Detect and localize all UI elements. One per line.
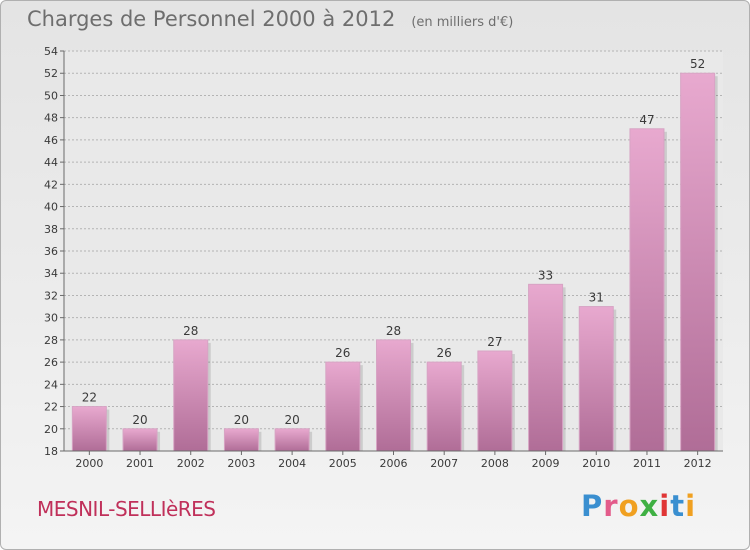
y-tick-label: 42 xyxy=(44,178,58,191)
y-tick-label: 36 xyxy=(44,245,58,258)
bar-value-label: 22 xyxy=(82,391,97,405)
bar xyxy=(477,350,513,452)
bar xyxy=(629,128,665,452)
bar-value-label: 20 xyxy=(234,413,249,427)
bar-value-label: 28 xyxy=(386,324,401,338)
x-tick-label: 2009 xyxy=(532,457,560,470)
y-tick-label: 52 xyxy=(44,67,58,80)
y-tick-label: 50 xyxy=(44,89,58,102)
x-tick-label: 2007 xyxy=(430,457,458,470)
y-tick-label: 34 xyxy=(44,267,58,280)
x-tick-label: 2004 xyxy=(278,457,306,470)
chart-title-text: Charges de Personnel 2000 à 2012 xyxy=(27,7,396,31)
logo-letter: o xyxy=(618,489,640,523)
y-tick-label: 24 xyxy=(44,378,58,391)
bar-value-label: 28 xyxy=(183,324,198,338)
bar xyxy=(426,361,462,452)
bar xyxy=(680,72,716,452)
bar-value-label: 26 xyxy=(335,346,350,360)
y-tick-label: 26 xyxy=(44,356,58,369)
bar xyxy=(71,406,107,452)
bar xyxy=(325,361,361,452)
bar xyxy=(122,428,158,452)
x-tick-label: 2006 xyxy=(380,457,408,470)
y-tick-label: 28 xyxy=(44,334,58,347)
x-tick-label: 2003 xyxy=(227,457,255,470)
x-tick-label: 2010 xyxy=(582,457,610,470)
x-tick-label: 2011 xyxy=(633,457,661,470)
y-tick-label: 20 xyxy=(44,423,58,436)
bar xyxy=(578,306,614,452)
bar xyxy=(274,428,310,452)
logo-letter: i xyxy=(659,489,671,523)
bar-value-label: 20 xyxy=(284,413,299,427)
y-tick-label: 48 xyxy=(44,112,58,125)
y-tick-label: 38 xyxy=(44,223,58,236)
logo-letter: i xyxy=(685,489,697,523)
chart-title: Charges de Personnel 2000 à 2012 (en mill… xyxy=(27,7,513,31)
y-tick-label: 32 xyxy=(44,289,58,302)
logo-letter: r xyxy=(603,489,619,523)
y-tick-label: 46 xyxy=(44,134,58,147)
place-name: MESNIL-SELLIèRES xyxy=(37,497,216,521)
bar-value-label: 52 xyxy=(690,57,705,71)
x-tick-label: 2008 xyxy=(481,457,509,470)
proxiti-logo[interactable]: Proxiti xyxy=(581,489,696,523)
bar-layer xyxy=(71,72,718,452)
x-tick-label: 2001 xyxy=(126,457,154,470)
bar-value-label: 47 xyxy=(639,113,654,127)
bar xyxy=(376,339,411,452)
logo-letter: P xyxy=(581,489,604,523)
y-tick-label: 40 xyxy=(44,201,58,214)
chart-unit: (en milliers d'€) xyxy=(411,15,514,30)
x-tick-label: 2012 xyxy=(684,457,712,470)
logo-letter: t xyxy=(670,489,686,523)
logo-letter: x xyxy=(639,489,660,523)
x-tick-label: 2000 xyxy=(75,457,103,470)
bar-value-label: 31 xyxy=(589,291,604,305)
y-tick-label: 22 xyxy=(44,401,58,414)
y-tick-label: 54 xyxy=(44,45,58,58)
bar xyxy=(223,428,259,452)
axis-layer: 18 20 22 24 26 28 30 32 34 36 38 40 42 44 46 48 50 52 54 22… xyxy=(44,45,723,470)
bar xyxy=(528,283,564,452)
y-tick-label: 30 xyxy=(44,312,58,325)
y-tick-label: 44 xyxy=(44,156,58,169)
bar-value-label: 33 xyxy=(538,268,553,282)
x-tick-label: 2005 xyxy=(329,457,357,470)
bar xyxy=(173,339,209,452)
bar-value-label: 27 xyxy=(487,335,502,349)
y-tick-label: 18 xyxy=(44,445,58,458)
bar-value-label: 20 xyxy=(132,413,147,427)
bar-value-label: 26 xyxy=(437,346,452,360)
x-tick-label: 2002 xyxy=(177,457,205,470)
